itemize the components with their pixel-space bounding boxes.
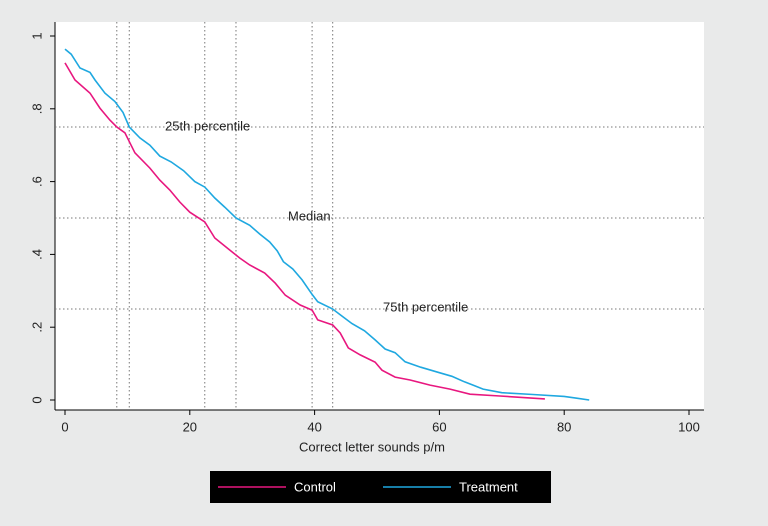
series-line — [64, 62, 545, 400]
y-tick-label: 0 — [29, 396, 44, 403]
x-tick-label: 40 — [307, 419, 321, 434]
y-tick-label: 1 — [29, 32, 44, 39]
x-tick-label: 0 — [61, 419, 68, 434]
annotation: 75th percentile — [383, 299, 468, 314]
x-axis-label: Correct letter sounds p/m — [299, 439, 445, 454]
y-tick-label: .2 — [29, 322, 44, 333]
annotation: 25th percentile — [165, 118, 250, 133]
series-line — [64, 48, 590, 401]
y-tick-label: .6 — [29, 176, 44, 187]
y-tick-label: .4 — [29, 249, 44, 260]
legend-label: Control — [294, 479, 336, 494]
x-tick-label: 20 — [183, 419, 197, 434]
x-tick-label: 100 — [678, 419, 700, 434]
y-tick-label: .8 — [29, 103, 44, 114]
plot-area — [55, 22, 704, 410]
x-tick-label: 80 — [557, 419, 571, 434]
legend-label: Treatment — [459, 479, 518, 494]
x-tick-label: 60 — [432, 419, 446, 434]
annotation: Median — [288, 208, 331, 223]
